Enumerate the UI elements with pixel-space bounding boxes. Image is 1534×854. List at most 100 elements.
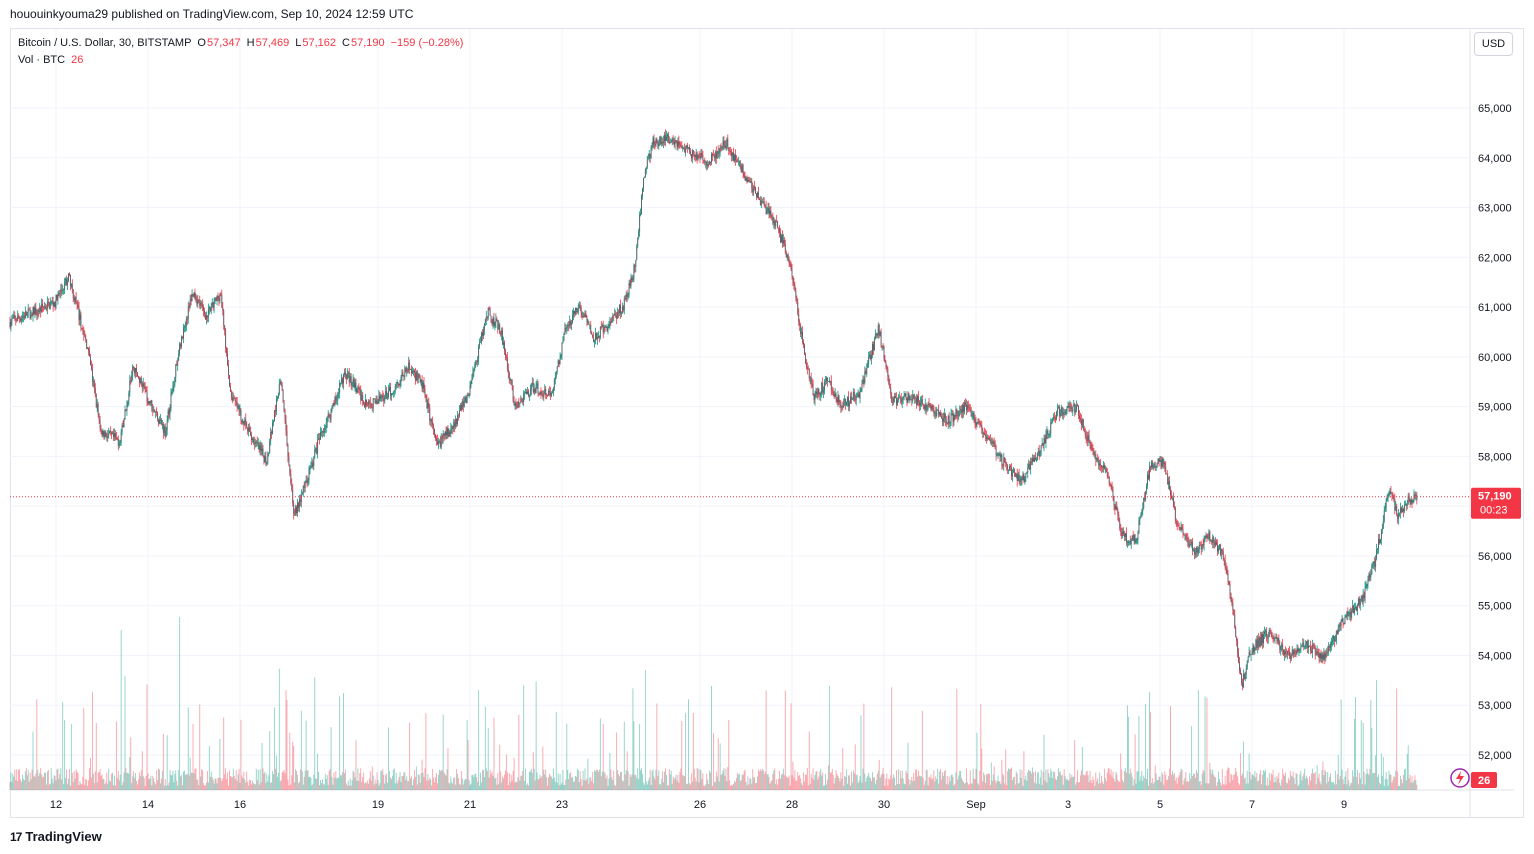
volume-bar xyxy=(320,780,321,790)
volume-bar xyxy=(757,776,758,790)
candles xyxy=(9,129,1418,691)
volume-bar xyxy=(1096,781,1098,790)
candle-body xyxy=(894,396,895,399)
candle-body xyxy=(10,320,12,328)
volume-bar xyxy=(856,774,858,790)
candle-body xyxy=(343,374,344,384)
volume-bar xyxy=(1218,771,1219,790)
volume-bar xyxy=(1196,772,1198,790)
candle-body xyxy=(127,401,129,404)
currency-button[interactable]: USD xyxy=(1474,32,1513,56)
candle-body xyxy=(1154,464,1156,468)
candle-body xyxy=(989,439,991,442)
volume-bar xyxy=(556,782,558,790)
volume-bar xyxy=(357,768,359,790)
volume-bar xyxy=(673,779,675,790)
volume-bar xyxy=(774,768,776,790)
volume-bar xyxy=(559,774,561,790)
volume-bar xyxy=(1254,771,1256,790)
volume-bar xyxy=(601,771,603,790)
candle-body xyxy=(125,410,127,411)
candle-body xyxy=(1044,438,1046,444)
volume-bar xyxy=(168,782,170,790)
candle-body xyxy=(316,447,318,454)
candle-body xyxy=(362,394,364,402)
candle-body xyxy=(384,396,386,402)
volume-bar xyxy=(101,774,103,790)
footer-brand[interactable]: TradingView xyxy=(25,829,102,844)
volume-bar xyxy=(241,775,243,790)
candle-body xyxy=(1252,645,1254,653)
candle-body xyxy=(386,390,388,399)
candle-body xyxy=(536,383,538,385)
candle-body xyxy=(1185,534,1187,539)
volume-bar xyxy=(1391,782,1393,790)
lightning-icon[interactable] xyxy=(1450,768,1470,788)
volume-bar xyxy=(758,771,760,790)
volume-bar xyxy=(533,768,535,790)
legend-volume-label[interactable]: Vol · BTC xyxy=(18,54,66,66)
volume-bar xyxy=(479,785,481,790)
candle-body xyxy=(865,371,867,374)
volume-bar xyxy=(127,772,129,790)
volume-bar xyxy=(800,778,802,790)
volume-bar xyxy=(369,771,371,790)
candle-body xyxy=(890,387,892,394)
candle-body xyxy=(546,394,548,396)
tradingview-logo-icon[interactable]: 17 xyxy=(10,829,22,844)
volume-bar xyxy=(402,775,404,790)
candle-body xyxy=(1227,573,1229,582)
candle-body xyxy=(133,366,135,368)
volume-bar xyxy=(209,776,211,790)
candle-body xyxy=(666,136,667,141)
volume-bar xyxy=(1139,780,1141,790)
volume-bar xyxy=(775,784,777,790)
volume-bar xyxy=(646,784,648,790)
candle-body xyxy=(1203,540,1205,546)
volume-bar xyxy=(1162,774,1164,790)
candle-body xyxy=(1392,495,1394,499)
volume-bar xyxy=(1174,780,1176,790)
volume-bar xyxy=(617,770,619,790)
volume-bar xyxy=(937,768,939,790)
candle-body xyxy=(1333,636,1334,640)
candle-body xyxy=(340,382,342,384)
volume-bar xyxy=(821,775,823,790)
volume-bar xyxy=(103,779,105,790)
volume-bar xyxy=(1229,782,1231,790)
candle-body xyxy=(955,409,957,417)
volume-bar xyxy=(1169,768,1171,790)
candle-body xyxy=(1085,434,1087,438)
legend-symbol[interactable]: Bitcoin / U.S. Dollar, 30, BITSTAMP xyxy=(18,37,192,49)
candle-body xyxy=(842,406,844,408)
volume-bar xyxy=(470,783,472,790)
volume-bar xyxy=(935,776,937,790)
volume-bar xyxy=(446,769,448,790)
volume-bar xyxy=(767,773,769,790)
volume-bar xyxy=(622,781,624,790)
volume-bar xyxy=(640,770,642,790)
candle-body xyxy=(624,298,626,300)
volume-bar xyxy=(307,770,309,790)
volume-bar xyxy=(250,780,251,790)
candle-body xyxy=(54,302,56,307)
publisher-line: hououinkyouma29 published on TradingView… xyxy=(10,7,414,21)
candle-body xyxy=(1088,435,1090,441)
volume-bar xyxy=(727,766,729,790)
volume-bar xyxy=(1044,780,1046,790)
candle-body xyxy=(1202,544,1204,546)
volume-bar xyxy=(546,777,548,790)
volume-bar xyxy=(195,768,197,790)
volume-bar xyxy=(183,770,185,790)
candle-body xyxy=(711,154,712,163)
volume-bar xyxy=(816,771,818,790)
volume-bar xyxy=(1049,777,1051,790)
volume-bar xyxy=(1104,777,1106,790)
candle-body xyxy=(827,377,828,382)
candle-body xyxy=(337,393,339,401)
volume-bar xyxy=(34,777,36,790)
candle-body xyxy=(1037,450,1039,453)
volume-bar xyxy=(1270,773,1272,790)
volume-bar xyxy=(1052,777,1054,790)
